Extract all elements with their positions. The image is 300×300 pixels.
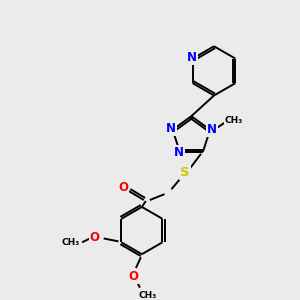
Text: N: N	[207, 123, 217, 136]
Text: O: O	[118, 181, 128, 194]
Text: CH₃: CH₃	[139, 291, 157, 300]
Text: CH₃: CH₃	[225, 116, 243, 125]
Text: N: N	[174, 146, 184, 159]
Text: S: S	[180, 166, 190, 179]
Text: O: O	[128, 270, 138, 283]
Text: O: O	[90, 231, 100, 244]
Text: CH₃: CH₃	[61, 238, 79, 247]
Text: N: N	[187, 51, 197, 64]
Text: N: N	[166, 122, 176, 135]
